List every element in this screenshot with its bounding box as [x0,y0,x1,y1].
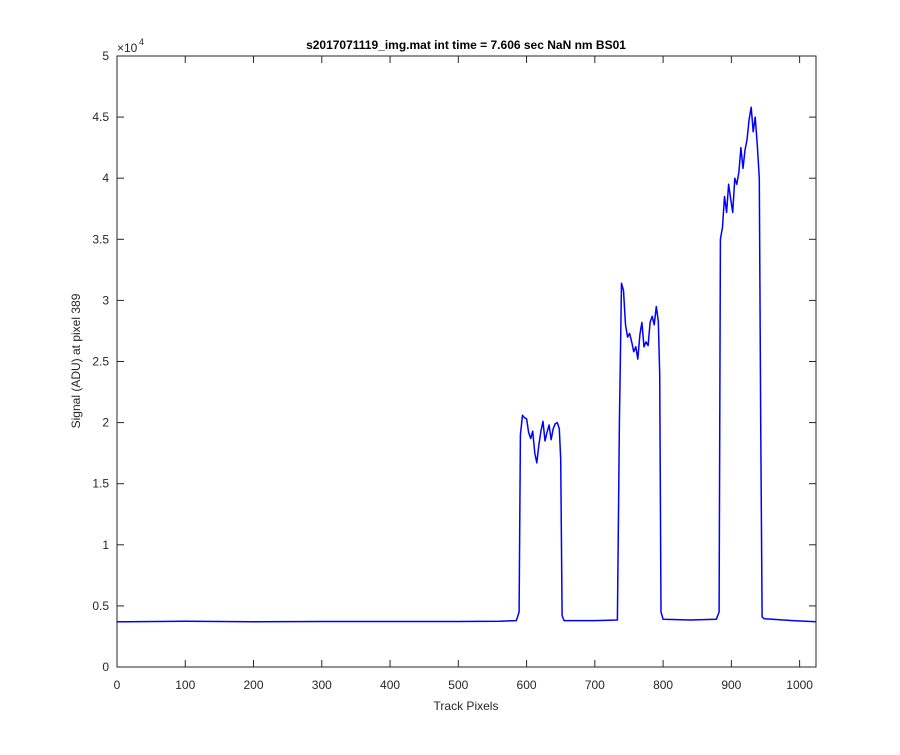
y-tick-label: 4 [102,171,109,185]
y-tick-label: 0 [102,660,109,674]
plot-area [117,56,816,667]
y-tick-label: 2 [102,416,109,430]
y-tick-label: 3 [102,293,109,307]
x-tick-label: 200 [244,678,264,692]
x-axis-label: Track Pixels [434,699,499,713]
x-tick-label: 1000 [786,678,813,692]
y-exponent-base: ×10 [117,41,138,55]
ticks-layer: 0 100 200 300 400 500 600 700 800 900 1000 0 0.5 1 1.5… [92,49,816,692]
y-axis-label: Signal (ADU) at pixel 389 [69,293,83,428]
x-tick-label: 600 [517,678,537,692]
chart-title: s2017071119_img.mat int time = 7.606 sec… [306,38,626,52]
y-exponent-power: 4 [139,37,144,47]
x-tick-label: 800 [653,678,673,692]
x-tick-label: 100 [175,678,195,692]
y-tick-label: 1 [102,538,109,552]
x-tick-label: 0 [114,678,121,692]
x-tick-label: 400 [380,678,400,692]
y-tick-label: 3.5 [92,232,109,246]
y-tick-label: 4.5 [92,110,109,124]
y-tick-label: 0.5 [92,599,109,613]
y-tick-label: 5 [102,49,109,63]
axes-box [116,55,817,668]
y-tick-label: 2.5 [92,355,109,369]
x-tick-label: 700 [585,678,605,692]
series-line [116,106,817,623]
x-tick-label: 900 [721,678,741,692]
x-tick-label: 300 [312,678,332,692]
x-tick-label: 500 [448,678,468,692]
y-tick-label: 1.5 [92,477,109,491]
series-layer [116,106,817,623]
